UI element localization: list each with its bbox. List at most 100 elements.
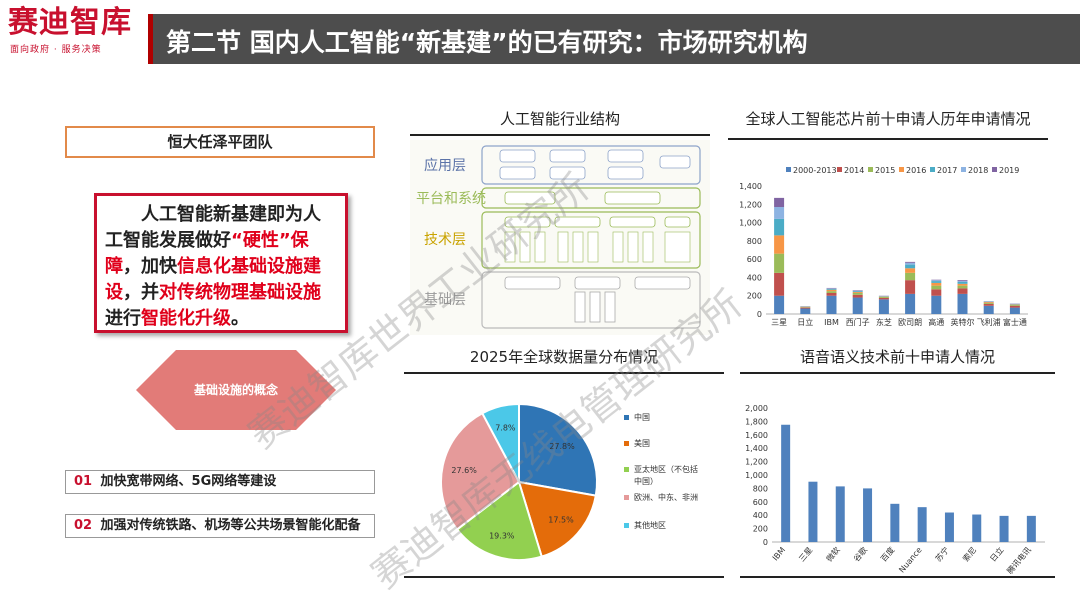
logo: 赛迪智库 <box>8 5 132 40</box>
legend-swatch <box>624 467 629 472</box>
bar-segment <box>878 299 889 314</box>
y-tick-label: 1,600 <box>745 431 768 440</box>
bar-segment <box>983 305 994 314</box>
bar-segment <box>1009 305 1020 308</box>
legend-label: 2018 <box>968 166 988 175</box>
definition-highlight-4: 智能化升级 <box>141 308 231 329</box>
y-tick-label: 800 <box>747 237 762 246</box>
list-item-number: 01 <box>73 474 93 489</box>
bar-segment <box>774 207 785 219</box>
bar-segment <box>800 307 811 309</box>
legend-label: 中国 <box>634 412 650 422</box>
bar-segment <box>957 285 968 289</box>
bar-segment <box>826 289 837 292</box>
bar <box>835 486 845 542</box>
speech-chart-title: 语音语义技术前十申请人情况 <box>799 348 995 366</box>
legend-swatch <box>624 441 629 446</box>
page-title: 第二节 国内人工智能“新基建”的已有研究：市场研究机构 <box>166 28 808 57</box>
y-tick-label: 0 <box>757 310 762 319</box>
pie-slice <box>480 402 520 483</box>
bar-segment <box>957 280 968 282</box>
layer-label: 基础层 <box>424 291 466 308</box>
x-tick-label: 索尼 <box>960 545 978 564</box>
bar <box>917 507 927 542</box>
legend-swatch <box>786 167 791 172</box>
x-tick-label: 微软 <box>824 545 842 564</box>
y-tick-label: 800 <box>753 484 768 493</box>
bar-segment <box>957 281 968 282</box>
bar-segment <box>905 268 916 273</box>
x-tick-label: 三星 <box>771 318 787 327</box>
bar-segment <box>957 283 968 286</box>
x-tick-label: 飞利浦 <box>977 317 1001 327</box>
x-tick-label: 谷歌 <box>851 545 869 564</box>
bar <box>1026 515 1036 542</box>
bar-segment <box>931 285 942 290</box>
bar-segment <box>878 298 889 300</box>
bar-segment <box>931 282 942 286</box>
speech-bottom-rule <box>740 576 1055 578</box>
bar-segment <box>957 282 968 284</box>
x-tick-label: 日立 <box>797 317 813 327</box>
bar-segment <box>905 272 916 281</box>
title-bar: 第二节 国内人工智能“新基建”的已有研究：市场研究机构 <box>148 14 1080 64</box>
list-item-text: 加快宽带网络、5G网络等建设 <box>100 474 277 489</box>
bar-segment <box>852 297 863 314</box>
y-tick-label: 200 <box>753 525 768 534</box>
legend-label: 2015 <box>875 166 895 175</box>
x-tick-label: 英特尔 <box>951 317 975 327</box>
structure-title-rule <box>410 134 710 136</box>
pie-chart-title: 2025年全球数据量分布情况 <box>469 348 659 366</box>
legend-label: 2019 <box>999 166 1019 175</box>
list-item: 01 加快宽带网络、5G网络等建设 <box>65 470 375 494</box>
x-tick-label: 东芝 <box>876 317 892 327</box>
definition-text-5: 。 <box>231 308 249 329</box>
bar-segment <box>878 297 889 298</box>
chip-title-rule <box>728 138 1048 140</box>
bar-segment <box>983 303 994 304</box>
definition-text-1: 人工智能新基建即为人工智能发展做好 <box>105 204 321 251</box>
chip-applicants-chart: 2000-2013 2014 2015 2016 2017 2018 2019 0 200 400… <box>739 166 1028 327</box>
chip-chart-title: 全球人工智能芯片前十申请人历年申请情况 <box>745 110 1031 128</box>
layer-label: 应用层 <box>424 157 466 174</box>
legend-label: 2000-2013 <box>793 166 837 175</box>
definition-text-3: ，并 <box>123 282 159 303</box>
bar-segment <box>774 295 785 314</box>
industry-structure-diagram: 应用层 平台和系统 技术层 基础层 <box>410 140 710 335</box>
bar-segment <box>931 280 942 282</box>
y-tick-label: 1,000 <box>745 471 768 480</box>
bar-segment <box>774 218 785 236</box>
y-tick-label: 400 <box>747 273 762 282</box>
definition-highlight-1: “硬性”保障 <box>105 230 309 277</box>
x-tick-label: 富士通 <box>1003 317 1027 327</box>
bar-segment <box>905 261 916 263</box>
legend-swatch <box>837 167 842 172</box>
layer-label: 技术层 <box>424 232 466 248</box>
y-tick-label: 400 <box>753 511 768 520</box>
y-tick-label: 1,400 <box>739 182 762 191</box>
bar-segment <box>931 281 942 283</box>
bar-segment <box>774 272 785 296</box>
bar-segment <box>983 303 994 306</box>
bar <box>781 424 791 542</box>
bar-segment <box>852 292 863 293</box>
pie-data-label: 27.6% <box>451 466 477 475</box>
concept-diamond <box>136 350 336 430</box>
definition-highlight-2: 信息化基础设施建设 <box>105 256 321 303</box>
pie-slice <box>518 402 598 497</box>
x-tick-label: 日立 <box>988 545 1006 564</box>
pie-data-label: 17.5% <box>548 515 574 524</box>
pie-title-rule <box>404 372 724 374</box>
logo-area: 赛迪智库 面向政府 · 服务决策 <box>0 0 150 60</box>
bar-segment <box>774 253 785 273</box>
bar-segment <box>826 291 837 293</box>
bar-segment <box>1009 307 1020 314</box>
x-tick-label: 西门子 <box>846 317 870 327</box>
legend-label: 欧洲、中东、非洲 <box>634 492 698 502</box>
x-tick-label: 苏宁 <box>933 545 951 564</box>
y-tick-label: 1,800 <box>745 417 768 426</box>
x-tick-label: IBM <box>771 545 787 562</box>
concept-label: 基础设施的概念 <box>193 383 278 397</box>
bar-segment <box>826 292 837 296</box>
legend-label: 2017 <box>937 166 957 175</box>
